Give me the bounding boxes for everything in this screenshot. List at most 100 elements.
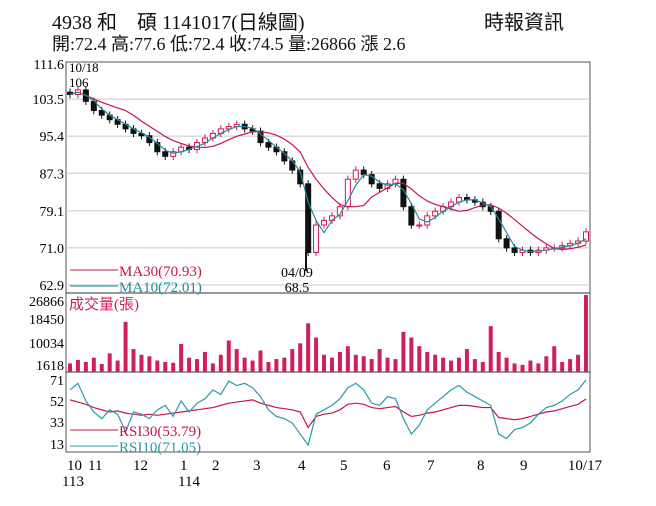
volume-bar	[187, 357, 192, 372]
x-tick-label: 7	[427, 458, 435, 474]
candle-body	[495, 210, 502, 240]
rsi30-line	[69, 398, 587, 429]
volume-bar	[472, 359, 477, 372]
candle-body	[360, 169, 367, 176]
rsi30-legend: RSI30(53.79)	[119, 424, 201, 440]
x-tick-label: 9	[520, 458, 528, 474]
volume-bar	[401, 331, 406, 372]
volume-bar	[274, 359, 279, 372]
volume-bar	[345, 346, 350, 372]
x-tick-label: 10	[67, 458, 82, 474]
volume-bar	[99, 363, 104, 372]
x-year-label: 114	[178, 474, 200, 490]
volume-bar	[123, 321, 128, 372]
volume-bar	[544, 356, 549, 372]
volume-bar	[369, 359, 374, 372]
volume-bar	[385, 357, 390, 372]
volume-bar	[298, 343, 303, 372]
candle-body	[313, 224, 320, 253]
x-tick-label: 3	[253, 458, 261, 474]
volume-label: 成交量(張)	[69, 295, 139, 313]
low-annotation-date: 04/09	[281, 266, 313, 281]
volume-bar	[576, 354, 581, 372]
volume-bar	[68, 363, 72, 372]
volume-bar	[560, 361, 565, 372]
volume-bar	[234, 349, 239, 372]
candle-body	[305, 183, 312, 253]
source-label: 時報資訊	[484, 12, 564, 34]
volume-bar	[584, 295, 588, 372]
volume-bar	[210, 363, 215, 372]
high-annotation-date: 10/18	[69, 60, 99, 75]
volume-bar	[202, 351, 207, 372]
volume-bar	[480, 361, 485, 372]
rsi10-line	[69, 379, 587, 447]
volume-bar	[512, 363, 517, 372]
volume-bar	[218, 354, 223, 372]
candle-body	[376, 183, 383, 189]
volume-bar	[377, 349, 382, 372]
plot-frame	[65, 61, 591, 453]
candle-body	[336, 206, 343, 217]
price-tick-label: 71.0	[40, 242, 65, 257]
volume-bar	[314, 337, 319, 372]
ma30-line	[69, 91, 587, 250]
candle-body	[162, 151, 169, 157]
candle-body	[352, 169, 359, 180]
price-tick-label: 62.9	[40, 279, 65, 294]
rsi-tick-label: 13	[50, 438, 64, 453]
ohlc-summary: 開:72.4 高:77.6 低:72.4 收:74.5 量:26866 漲 2.…	[52, 34, 406, 54]
high-annotation-value: 106	[69, 75, 89, 90]
volume-bar	[107, 353, 112, 372]
rsi-tick-label: 71	[50, 374, 64, 389]
x-tick-label: 1	[180, 458, 188, 474]
x-tick-label: 6	[383, 458, 391, 474]
candle-body	[400, 178, 407, 208]
chart-title: 4938 和 碩 1141017(日線圖)	[52, 12, 305, 34]
volume-bar	[147, 356, 152, 372]
volume-bar	[337, 351, 342, 372]
volume-bar	[171, 362, 176, 372]
volume-bar	[91, 357, 96, 372]
volume-bar	[115, 360, 120, 372]
volume-bar	[568, 359, 573, 372]
volume-bar	[417, 346, 422, 372]
volume-bar	[258, 350, 263, 372]
price-tick-label: 103.5	[33, 93, 65, 108]
volume-bar	[353, 354, 358, 372]
volume-bar	[266, 361, 271, 372]
candle-body	[503, 238, 510, 249]
rsi-tick-label: 33	[50, 416, 64, 431]
candle-body	[432, 210, 439, 217]
volume-bar	[322, 354, 327, 372]
volume-bar	[131, 349, 136, 372]
candle-body	[98, 110, 105, 116]
rsi10-legend: RSI10(71.05)	[119, 440, 201, 456]
candle-body	[583, 231, 589, 242]
candle-body	[368, 174, 375, 185]
volume-tick-label: 26866	[29, 295, 64, 310]
candle-body	[408, 206, 415, 226]
volume-tick-label: 10034	[29, 337, 64, 352]
ma10-legend: MA10(72.01)	[119, 280, 202, 296]
volume-bar	[488, 326, 493, 372]
volume-bar	[83, 361, 88, 372]
volume-bar	[282, 357, 287, 372]
candle-body	[416, 224, 423, 227]
volume-bar	[361, 356, 366, 372]
price-tick-label: 111.6	[34, 58, 64, 73]
volume-bar	[139, 354, 144, 372]
volume-bar	[290, 349, 295, 372]
x-tick-label: 4	[298, 458, 306, 474]
volume-bar	[393, 359, 398, 372]
x-tick-label: 5	[340, 458, 348, 474]
volume-bar	[528, 360, 533, 372]
x-tick-label: 8	[477, 458, 485, 474]
volume-bar	[250, 360, 255, 372]
volume-bar	[163, 361, 168, 372]
volume-bar	[409, 337, 414, 372]
rsi-tick-label: 52	[50, 395, 64, 410]
volume-bar	[441, 357, 446, 372]
